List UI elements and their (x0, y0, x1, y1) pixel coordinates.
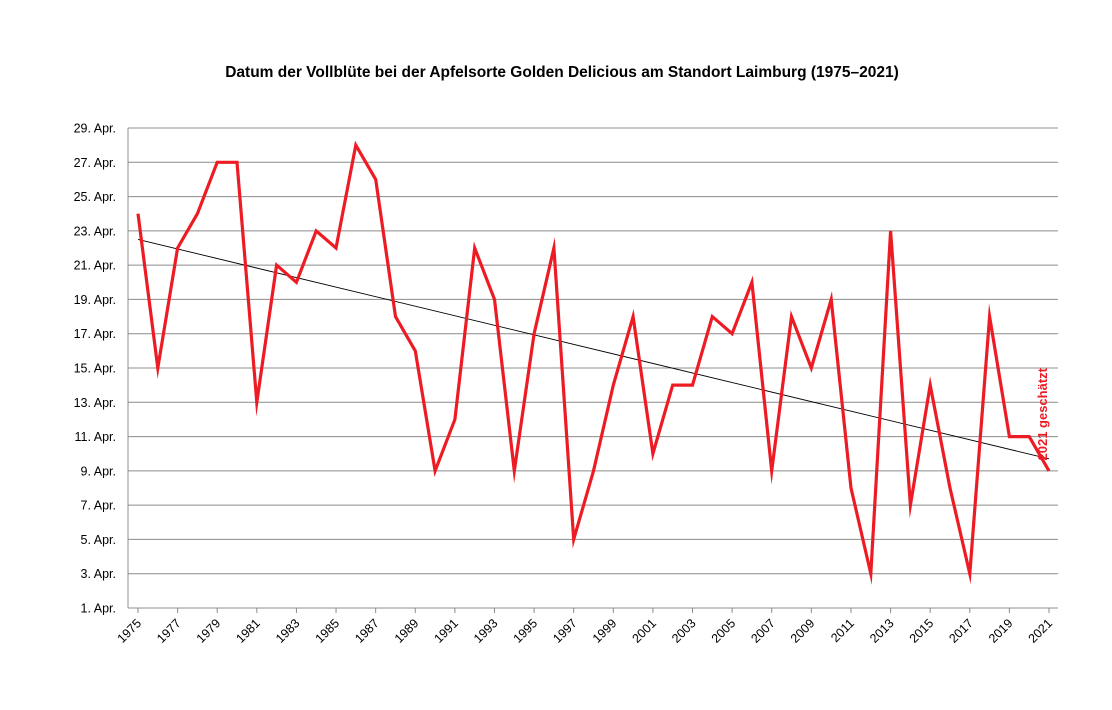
x-tick-label: 2019 (986, 616, 1016, 646)
x-tick-label: 2007 (748, 616, 778, 646)
x-tick-label: 1997 (550, 616, 580, 646)
x-tick-label: 2021 (1026, 616, 1056, 646)
x-tick-label: 1975 (115, 616, 145, 646)
x-tick-label: 1979 (194, 616, 224, 646)
x-tick-label: 2009 (788, 616, 818, 646)
x-tick-label: 2015 (907, 616, 937, 646)
y-tick-label: 15. Apr. (74, 362, 116, 376)
y-tick-labels: 1. Apr. 3. Apr. 5. Apr. 7. Apr. 9. Apr. 11. A… (74, 122, 116, 616)
series-layer (136, 140, 1051, 585)
chart-title: Datum der Vollblüte bei der Apfelsorte G… (225, 64, 899, 81)
annotation-label: 2021 geschätzt (1035, 367, 1050, 460)
x-tick-label: 1991 (431, 616, 461, 646)
gridlines (128, 127, 1058, 609)
x-tick-label: 1995 (511, 616, 541, 646)
x-tick-label: 1977 (154, 616, 184, 646)
x-tick-label: 2017 (946, 616, 976, 646)
y-tick-label: 19. Apr. (74, 293, 116, 307)
y-tick-label: 21. Apr. (74, 259, 116, 273)
x-tick-label: 1993 (471, 616, 501, 646)
y-tick-label: 7. Apr. (81, 499, 116, 513)
y-tick-label: 5. Apr. (81, 533, 116, 547)
y-tick-label: 27. Apr. (74, 156, 116, 170)
y-tick-label: 25. Apr. (74, 190, 116, 204)
x-tick-label: 1987 (352, 616, 382, 646)
y-tick-label: 3. Apr. (81, 567, 116, 581)
y-tick-label: 23. Apr. (74, 224, 116, 238)
y-tick-label: 13. Apr. (74, 396, 116, 410)
x-tick-label: 1989 (392, 616, 422, 646)
x-tick-label: 1999 (590, 616, 620, 646)
series-line (136, 140, 1051, 585)
x-tick-label: 2005 (709, 616, 739, 646)
y-tick-label: 9. Apr. (81, 464, 116, 478)
x-tick-label: 1983 (273, 616, 303, 646)
x-tick-label: 2013 (867, 616, 897, 646)
x-tick-label: 1985 (313, 616, 343, 646)
annotations: 2021 geschätzt (1035, 367, 1050, 460)
x-tick-labels: 1975 1977 1979 1981 1983 1985 1987 1989 1991 1993… (115, 616, 1056, 646)
y-tick-label: 17. Apr. (74, 327, 116, 341)
y-tick-label: 11. Apr. (75, 430, 116, 444)
x-tick-label: 2011 (828, 616, 857, 645)
x-tick-label: 2003 (669, 616, 699, 646)
axes (127, 128, 1058, 613)
y-tick-label: 1. Apr. (81, 602, 116, 616)
y-tick-label: 29. Apr. (74, 122, 116, 136)
x-tick-label: 1981 (233, 616, 263, 646)
x-tick-label: 2001 (629, 616, 659, 646)
